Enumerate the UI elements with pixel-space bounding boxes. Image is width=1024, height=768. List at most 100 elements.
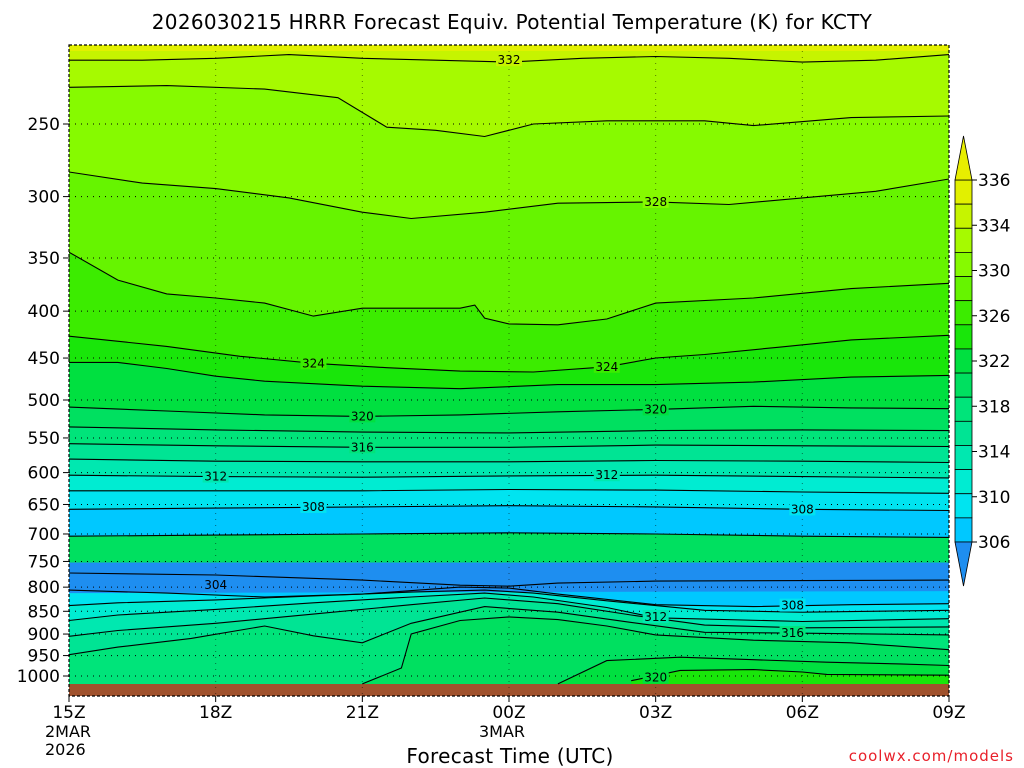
pressure-gridlines [69, 45, 949, 696]
x-tick-sublabel: 2MAR [45, 722, 91, 741]
contour-320 [69, 405, 949, 417]
colorbar-bin [954, 493, 973, 519]
contour-label: 312 [204, 470, 227, 484]
contour-316 [69, 443, 949, 448]
y-tick-label: 450 [28, 349, 60, 369]
y-tick-label: 650 [28, 495, 60, 515]
colorbar-label: 326 [978, 307, 1010, 327]
contour-label-bg [202, 578, 229, 592]
contour-label: 308 [791, 502, 814, 516]
contour-label: 308 [781, 599, 804, 613]
contour-label-bg [593, 359, 620, 373]
ground-terrain [69, 684, 949, 696]
contour-label-bg [642, 609, 669, 623]
colorbar-bin [954, 372, 973, 398]
contour-318 [362, 616, 949, 685]
contour-label: 332 [498, 53, 521, 67]
x-tick-label: 09Z [932, 703, 965, 723]
contour-label: 316 [781, 626, 804, 640]
colorbar-bin [954, 445, 973, 471]
colorbar-bin [954, 300, 973, 326]
y-axis: 250 300 350 400 450 500 550 600 650 700 750 800 850 9… [17, 115, 69, 687]
colorbar-bin [954, 179, 973, 205]
colorbar-label: 306 [978, 533, 1010, 553]
y-tick-label: 250 [28, 115, 60, 135]
contour-label-bg [300, 499, 327, 513]
colorbar-bin [954, 251, 973, 277]
x-tick-label: 15Z [52, 703, 85, 723]
contour-label: 308 [302, 500, 325, 514]
contour-314 [69, 458, 949, 464]
x-tick-label: 21Z [346, 703, 379, 723]
contour-label-bg [349, 409, 376, 423]
colorbar-top-arrow [954, 135, 973, 181]
contour-label: 316 [351, 440, 374, 454]
contour-label-bg [349, 440, 376, 454]
y-tick-label: 550 [28, 429, 60, 449]
chart-title: 2026030215 HRRR Forecast Equiv. Potentia… [152, 10, 873, 34]
contour-326 [69, 251, 949, 326]
colorbar-bottom-arrow [954, 541, 973, 587]
contour-306 [69, 532, 949, 538]
x-tick-label: 00Z [492, 703, 525, 723]
colorbar-bin [954, 227, 973, 253]
colorbar-bin [954, 276, 973, 302]
band-334-top [69, 45, 949, 51]
y-tick-label: 700 [28, 525, 60, 545]
contour-label-bg [789, 502, 816, 516]
contour-label-bg [496, 53, 522, 67]
x-tick-label: 06Z [786, 703, 819, 723]
y-tick-label: 600 [28, 464, 60, 484]
contour-322 [69, 361, 949, 390]
contour-label: 324 [595, 360, 618, 374]
colorbar-label: 336 [978, 171, 1010, 191]
y-tick-label: 350 [28, 249, 60, 269]
y-tick-label: 300 [28, 188, 60, 208]
contour-label-bg [642, 670, 669, 684]
contour-labels: 332 328 324 324 320 320 316 312 312 308 308 304 308 3… [202, 53, 816, 685]
contour-324 [69, 334, 949, 373]
contour-label: 304 [204, 578, 227, 592]
x-tick-sublabel: 3MAR [479, 722, 525, 741]
contour-322 [631, 669, 949, 682]
contour-310 [69, 589, 949, 613]
contour-328 [69, 171, 949, 220]
colorbar-bin [954, 517, 973, 543]
colorbar-legend: 306 310 314 318 322 326 330 334 336 [954, 135, 1010, 587]
credit-text: coolwx.com/models [849, 747, 1014, 765]
contour-label-bg [779, 598, 806, 612]
contour-label-bg [300, 356, 327, 370]
contour-label: 324 [302, 356, 325, 370]
contour-label: 320 [351, 409, 374, 423]
colorbar-bin [954, 420, 973, 446]
y-tick-label: 750 [28, 552, 60, 572]
colorbar-bin [954, 348, 973, 374]
contour-label: 312 [595, 468, 618, 482]
contour-310 [69, 488, 949, 494]
contour-306 [69, 572, 949, 587]
contour-label-bg [202, 469, 229, 483]
colorbar-label: 310 [978, 488, 1010, 508]
y-tick-label: 400 [28, 302, 60, 322]
contour-label-bg [642, 402, 669, 416]
contour-312 [69, 592, 949, 623]
y-tick-label: 900 [28, 625, 60, 645]
contour-label-bg [593, 468, 620, 482]
contour-316 [69, 606, 949, 656]
y-tick-label: 1000 [17, 667, 60, 687]
colorbar-label: 318 [978, 397, 1010, 417]
contour-label: 320 [644, 671, 667, 685]
contour-318 [69, 426, 949, 434]
colorbar-label: 330 [978, 262, 1010, 282]
y-tick-label: 500 [28, 391, 60, 411]
colorbar-label: 314 [978, 443, 1010, 463]
band-304-core [69, 562, 949, 594]
y-tick-label: 850 [28, 602, 60, 622]
contour-lines [69, 54, 949, 685]
contour-label-bg [779, 626, 806, 640]
x-tick-label: 18Z [199, 703, 232, 723]
band-330 [69, 45, 949, 137]
colorbar-label: 322 [978, 352, 1010, 372]
